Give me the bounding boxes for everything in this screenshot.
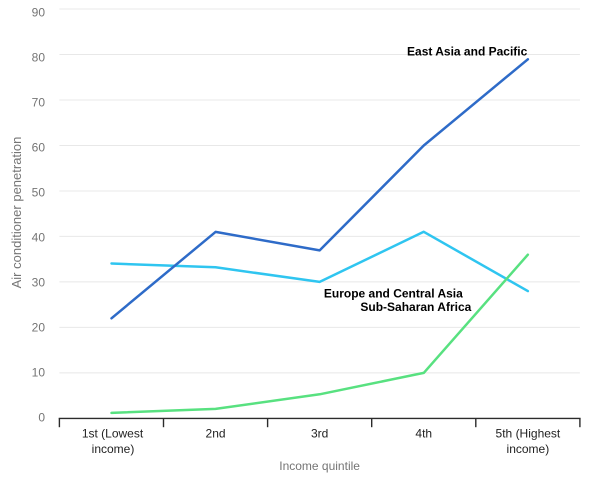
svg-text:90: 90 [32,6,46,20]
svg-text:2nd: 2nd [206,426,226,440]
svg-text:Income quintile: Income quintile [279,459,360,473]
svg-text:East Asia and Pacific: East Asia and Pacific [407,45,528,59]
svg-text:30: 30 [32,276,46,290]
svg-text:80: 80 [32,51,46,65]
svg-text:0: 0 [38,411,45,425]
svg-text:70: 70 [32,96,46,110]
svg-text:Air conditioner penetration: Air conditioner penetration [9,137,24,289]
svg-text:10: 10 [32,366,46,380]
svg-text:Europe and Central Asia: Europe and Central Asia [324,287,463,301]
svg-text:5th (Highest: 5th (Highest [496,426,561,440]
svg-text:20: 20 [32,321,46,335]
svg-text:income): income) [92,442,135,456]
svg-text:Sub-Saharan Africa: Sub-Saharan Africa [360,300,471,314]
svg-text:60: 60 [32,141,46,155]
svg-text:50: 50 [32,186,46,200]
svg-text:40: 40 [32,231,46,245]
svg-text:income): income) [507,442,550,456]
svg-text:1st (Lowest: 1st (Lowest [82,426,144,440]
svg-text:3rd: 3rd [311,426,328,440]
svg-text:4th: 4th [415,426,432,440]
